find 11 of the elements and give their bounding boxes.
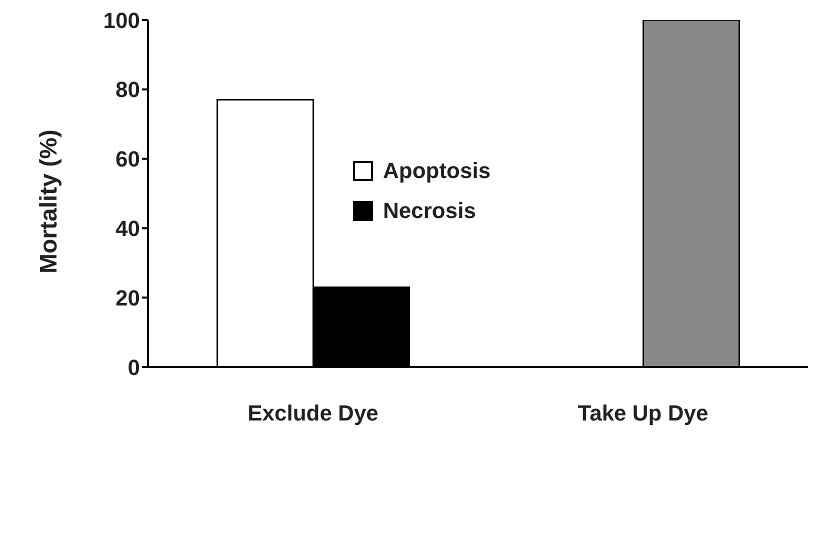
y-tick-label: 0 xyxy=(128,354,140,380)
x-tick-label: Exclude Dye xyxy=(248,400,378,426)
legend-label: Necrosis xyxy=(383,198,476,224)
y-tick-label: 80 xyxy=(116,77,140,102)
y-axis-title: Mortality (%) xyxy=(36,130,63,274)
y-tick-label: 40 xyxy=(116,216,140,242)
y-tick-label: 60 xyxy=(116,146,140,172)
legend-label: Apoptosis xyxy=(383,158,491,184)
y-tick-label: 20 xyxy=(116,285,140,310)
y-tick-label: 100 xyxy=(103,8,140,33)
x-tick-label: Take Up Dye xyxy=(578,400,708,426)
